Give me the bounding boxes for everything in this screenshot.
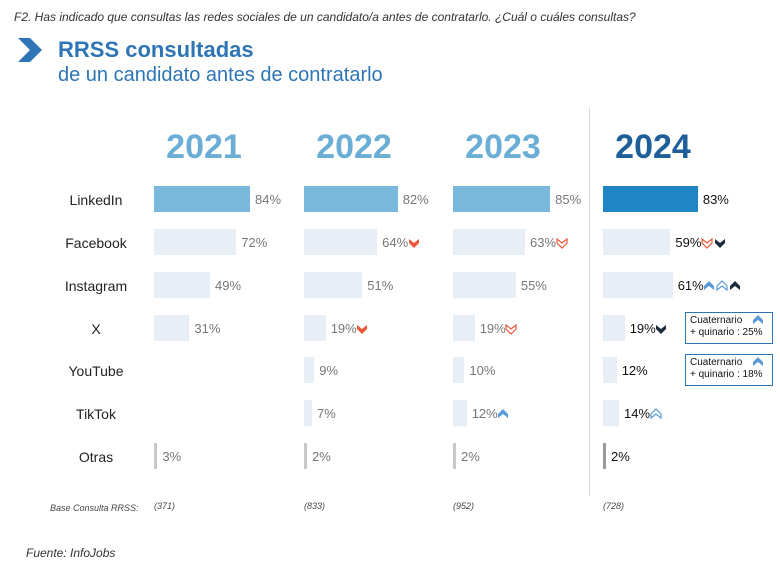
current-year-divider [589,108,590,496]
bar-2022-linkedin [304,186,398,212]
value-label-2023-linkedin: 85% [555,192,582,207]
bar-2021-instagram [154,272,210,298]
bar-2022-tiktok [304,400,312,426]
value-label-2024-instagram: 61% [677,278,704,293]
trend-up-icon [704,281,715,290]
base-count-2021: (371) [154,501,176,511]
bar-2022-instagram [304,272,363,298]
value-label-2022-tiktok: 7% [317,406,336,421]
year-label-2023: 2023 [465,128,541,166]
value-label-2021-facebook: 72% [241,235,268,250]
bar-2024-x [603,315,625,341]
bar-2023-tiktok [453,400,467,426]
value-label-2024-tiktok: 14% [624,406,651,421]
bar-2024-linkedin [603,186,698,212]
bar-2023-x [453,315,475,341]
trend-down-icon [656,325,667,334]
value-label-2021-otras: 3% [162,449,182,464]
value-label-2023-tiktok: 12% [471,406,498,421]
category-label-facebook: Facebook [65,235,127,251]
bar-2022-youtube [304,357,315,383]
trend-down-icon [357,325,368,334]
category-label-instagram: Instagram [64,278,128,294]
value-label-2022-facebook: 64% [382,235,409,250]
value-label-2024-otras: 2% [611,449,630,464]
trend-up-icon [498,409,509,418]
value-label-2024-linkedin: 83% [702,192,729,207]
bar-2024-youtube [603,357,617,383]
base-count-2023: (952) [453,501,475,511]
value-label-2024-x: 19% [629,321,656,336]
bar-2021-facebook [154,229,237,255]
trend-up-icon [730,281,741,290]
value-label-2022-x: 19% [330,321,357,336]
annotation-line-2: + quinario : 18% [690,369,763,380]
trend-down-icon [505,323,517,335]
annotation-line-1: Cuaternario [690,357,743,368]
bar-2021-x [154,315,190,341]
bar-2022-otras [304,443,307,469]
bar-2023-instagram [453,272,516,298]
trend-up-icon [716,280,728,292]
trend-down-icon [408,239,419,248]
bar-2024-otras [603,443,606,469]
value-label-2022-instagram: 51% [367,278,394,293]
value-label-2022-linkedin: 82% [402,192,429,207]
bar-2024-facebook [603,229,671,255]
trend-down-icon [714,239,725,248]
trend-down-icon [701,237,713,249]
value-label-2023-x: 19% [479,321,506,336]
trend-up-icon [649,408,662,420]
value-label-2023-youtube: 10% [469,363,496,378]
chevron-right-icon [18,38,42,62]
bar-2023-youtube [453,357,465,383]
value-label-2022-otras: 2% [312,449,331,464]
bar-2022-x [304,315,326,341]
category-label-x: X [91,321,101,337]
value-label-2023-otras: 2% [461,449,480,464]
category-label-youtube: YouTube [68,363,124,379]
annotation-line-1: Cuaternario [690,315,743,326]
year-label-2024: 2024 [615,128,691,166]
bar-2023-facebook [453,229,525,255]
value-label-2024-facebook: 59% [675,235,702,250]
value-label-2021-x: 31% [194,321,221,336]
value-label-2022-youtube: 9% [319,363,339,378]
bar-2023-otras [453,443,456,469]
bar-2021-linkedin [154,186,250,212]
value-label-2023-instagram: 55% [520,278,547,293]
trend-down-icon [555,237,568,249]
category-label-linkedin: LinkedIn [69,192,123,208]
trend-up-icon [753,357,763,366]
bar-2023-linkedin [453,186,551,212]
chart-title: RRSS consultadas [58,37,254,62]
year-label-2022: 2022 [316,128,392,166]
annotation-line-2: + quinario : 25% [690,327,763,338]
bar-2021-otras [154,443,158,469]
value-label-2021-linkedin: 84% [255,192,282,207]
bar-2024-tiktok [603,400,619,426]
base-count-2024: (728) [603,501,625,511]
value-label-2024-youtube: 12% [621,363,648,378]
bar-2024-instagram [603,272,673,298]
bar-2022-facebook [304,229,378,255]
base-count-2022: (833) [304,501,326,511]
base-label: Base Consulta RRSS: [50,503,139,513]
value-label-2023-facebook: 63% [530,235,557,250]
chart-subtitle: de un candidato antes de contratarlo [58,64,383,86]
question-text: F2. Has indicado que consultas las redes… [14,10,636,24]
category-label-otras: Otras [78,449,114,465]
year-label-2021: 2021 [166,128,242,166]
source-text: Fuente: InfoJobs [26,546,116,560]
trend-up-icon [753,315,763,324]
value-label-2021-instagram: 49% [215,278,242,293]
category-label-tiktok: TikTok [76,406,116,422]
